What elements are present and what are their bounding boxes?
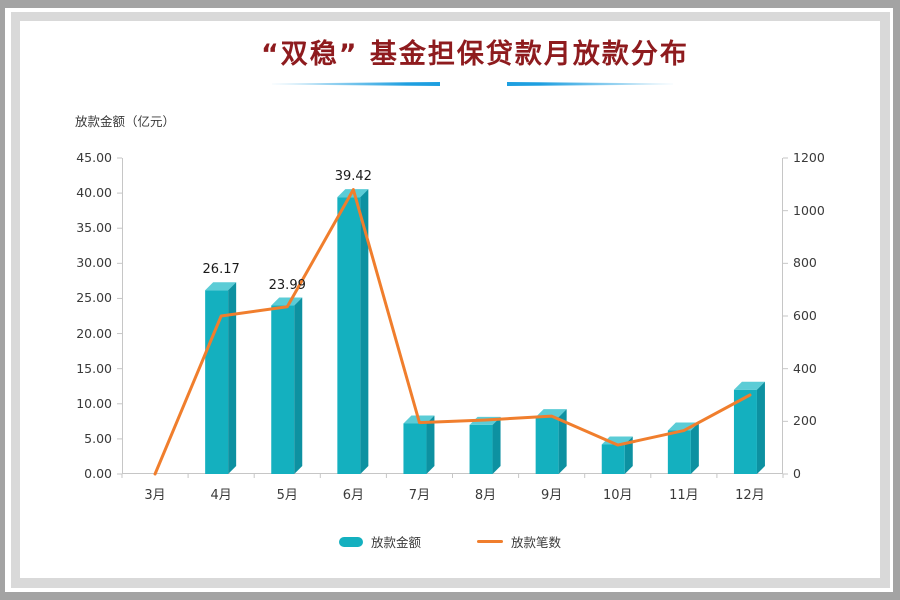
x-axis-label: 6月 bbox=[342, 488, 364, 503]
bar-top-face bbox=[667, 422, 699, 431]
bar-side-face bbox=[492, 416, 501, 474]
chart-svg bbox=[117, 157, 788, 478]
x-axis-label: 9月 bbox=[541, 488, 563, 503]
legend-item-bar: 放款金额 bbox=[338, 532, 421, 551]
x-axis-label: 3月 bbox=[144, 488, 166, 503]
chart-legend: 放款金额 放款笔数 bbox=[0, 532, 900, 551]
legend-bar-label: 放款金额 bbox=[370, 535, 421, 550]
right-axis-tick-label: 400 bbox=[793, 360, 817, 376]
bar bbox=[601, 444, 625, 474]
left-axis-tick-label: 25.00 bbox=[76, 290, 112, 306]
x-axis-label: 4月 bbox=[210, 488, 232, 503]
bar-side-face bbox=[294, 297, 303, 474]
right-axis-tick-label: 1000 bbox=[793, 202, 825, 218]
left-axis-tick-label: 0.00 bbox=[84, 466, 112, 481]
bar bbox=[535, 417, 559, 474]
bar-top-face bbox=[205, 282, 237, 291]
bar bbox=[205, 290, 229, 474]
right-axis-tick-label: 0 bbox=[793, 466, 801, 481]
bar-side-face bbox=[624, 436, 633, 474]
bar-data-label: 23.99 bbox=[268, 277, 306, 293]
x-axis-label: 11月 bbox=[669, 488, 699, 503]
bar-side-face bbox=[426, 415, 435, 474]
bar bbox=[271, 305, 295, 474]
right-axis-tick-label: 200 bbox=[793, 413, 817, 429]
left-axis-tick-label: 30.00 bbox=[76, 255, 112, 271]
x-axis-label: 8月 bbox=[474, 488, 497, 503]
right-axis-tick-label: 600 bbox=[793, 308, 817, 323]
slide-background bbox=[20, 21, 880, 578]
combo-chart: 0.00 5.00 10.00 15.00 20.00 25.00 30.00 35.00 40… bbox=[76, 151, 825, 504]
bar-swatch-icon bbox=[338, 536, 363, 547]
bar-side-face bbox=[558, 409, 567, 474]
bar-side-face bbox=[360, 189, 369, 474]
legend-line-label: 放款笔数 bbox=[511, 535, 562, 550]
bar-data-label: 26.17 bbox=[202, 262, 240, 278]
chart-title: “双稳” 基金担保贷款月放款分布 bbox=[261, 39, 689, 70]
right-axis-tick-label: 800 bbox=[793, 255, 817, 271]
right-axis-tick-label: 1200 bbox=[793, 150, 825, 165]
line-swatch-icon bbox=[477, 540, 503, 543]
bar bbox=[667, 430, 691, 474]
bar bbox=[469, 424, 493, 474]
bar bbox=[337, 197, 361, 474]
left-axis-tick-label: 15.00 bbox=[76, 360, 112, 376]
bar-side-face bbox=[690, 422, 699, 474]
bar-side-face bbox=[228, 282, 237, 474]
x-axis-label: 5月 bbox=[276, 488, 298, 503]
left-axis-title: 放款金额（亿元） bbox=[75, 114, 176, 129]
bar bbox=[403, 423, 427, 474]
x-axis-label: 7月 bbox=[408, 488, 431, 503]
legend-item-line: 放款笔数 bbox=[477, 532, 561, 551]
left-axis-tick-label: 5.00 bbox=[84, 430, 112, 446]
left-axis-tick-label: 45.00 bbox=[76, 150, 112, 165]
left-axis-tick-label: 10.00 bbox=[76, 395, 112, 411]
left-axis-tick-label: 20.00 bbox=[76, 325, 112, 341]
line-series bbox=[153, 188, 752, 476]
title-underline-left bbox=[272, 82, 440, 86]
bar bbox=[733, 389, 757, 474]
left-axis-tick-label: 40.00 bbox=[76, 185, 112, 201]
x-axis-label: 12月 bbox=[735, 488, 765, 503]
bar-side-face bbox=[756, 381, 765, 474]
bar-data-label: 39.42 bbox=[334, 169, 372, 185]
bar-top-face bbox=[271, 297, 303, 306]
title-underline-right bbox=[507, 82, 673, 86]
x-axis-label: 10月 bbox=[602, 488, 633, 503]
bar-top-face bbox=[733, 381, 765, 390]
left-axis-tick-label: 35.00 bbox=[76, 220, 112, 236]
